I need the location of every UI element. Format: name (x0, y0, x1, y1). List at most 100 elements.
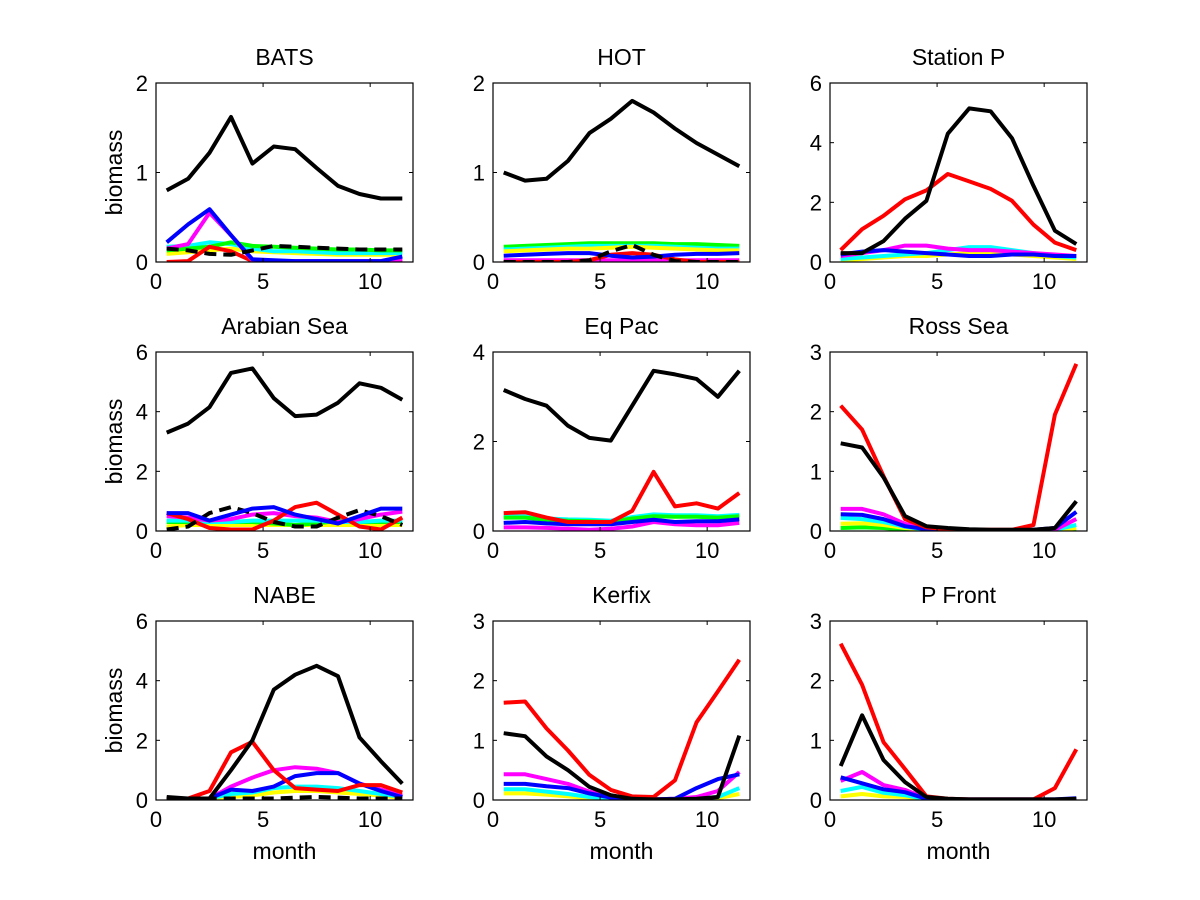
y-tick-label: 1 (473, 161, 485, 186)
y-tick-label: 2 (136, 459, 148, 484)
y-axis-label: biomass (101, 399, 127, 485)
series-line-black (502, 98, 741, 183)
subplot-title: Ross Sea (909, 313, 1009, 339)
subplot-nabe: 0 5 10 0 2 4 6 NABE biomass month (101, 582, 414, 864)
x-tick-label: 5 (594, 538, 606, 563)
series-line-black-dashed (166, 505, 404, 531)
y-tick-label: 1 (810, 728, 822, 753)
y-tick-label: 2 (473, 430, 485, 455)
series-line-red (503, 251, 740, 262)
y-tick-label: 6 (810, 71, 822, 96)
x-tick-label: 5 (931, 807, 943, 832)
y-tick-label: 0 (136, 250, 148, 275)
x-tick-label: 5 (257, 807, 269, 832)
axes-box (829, 351, 1088, 532)
x-tick-label: 10 (358, 269, 382, 294)
series-line-yellow (840, 792, 1077, 800)
x-tick-label: 10 (1032, 269, 1056, 294)
series-group (502, 368, 741, 531)
series-line-green (840, 525, 1077, 531)
series-line-cyan (840, 784, 1077, 800)
x-axis-label: month (590, 838, 654, 864)
series-line-magenta (503, 520, 740, 531)
plot-area (156, 621, 413, 800)
y-tick-label: 2 (473, 669, 485, 694)
series-line-green (503, 241, 740, 249)
series-line-red (503, 658, 741, 799)
subplot-title: Eq Pac (584, 313, 658, 339)
axes-box (829, 82, 1088, 263)
subplot-title: Kerfix (592, 582, 651, 608)
y-tick-label: 6 (136, 609, 148, 634)
series-line-red (166, 244, 403, 262)
x-axis-label: month (927, 838, 991, 864)
x-tick-label: 0 (150, 269, 162, 294)
y-tick-label: 0 (136, 788, 148, 813)
x-tick-label: 5 (257, 538, 269, 563)
series-line-blue (503, 251, 740, 260)
x-tick-label: 5 (931, 538, 943, 563)
series-line-black (502, 368, 741, 443)
subplot-ross-sea: 0 5 10 0 1 2 3 Ross Sea (810, 313, 1088, 563)
y-tick-label: 0 (810, 519, 822, 544)
subplot-p-front: 0 5 10 0 1 2 3 P Front month (810, 582, 1088, 864)
x-tick-label: 0 (150, 538, 162, 563)
series-line-black (165, 366, 404, 435)
series-line-black (840, 441, 1078, 531)
y-tick-label: 2 (136, 728, 148, 753)
x-tick-label: 0 (487, 538, 499, 563)
y-tick-label: 1 (136, 161, 148, 186)
series-line-green (503, 514, 740, 524)
series-line-black (503, 731, 742, 800)
x-tick-label: 0 (150, 807, 162, 832)
x-tick-label: 10 (695, 807, 719, 832)
x-tick-label: 10 (358, 807, 382, 832)
axes-box (492, 620, 751, 801)
y-tick-label: 6 (136, 340, 148, 365)
y-tick-label: 4 (136, 400, 148, 425)
subplot-title: Station P (912, 44, 1005, 70)
plot-area (493, 83, 750, 262)
subplot-kerfix: 0 5 10 0 1 2 3 Kerfix month (473, 582, 751, 864)
plot-area (830, 352, 1087, 531)
plot-area (493, 621, 750, 800)
series-group (166, 663, 404, 800)
y-tick-label: 1 (810, 459, 822, 484)
axes-box (155, 351, 414, 532)
series-line-blue (166, 505, 403, 526)
y-tick-label: 3 (473, 609, 485, 634)
y-tick-label: 3 (810, 609, 822, 634)
x-tick-label: 5 (594, 807, 606, 832)
subplot-station-p: 0 5 10 0 2 4 6 Station P (810, 44, 1088, 294)
subplot-title: Arabian Sea (221, 313, 348, 339)
x-tick-label: 10 (695, 269, 719, 294)
series-line-black (165, 115, 403, 201)
series-group (165, 115, 403, 262)
y-tick-label: 4 (473, 340, 485, 365)
series-group (165, 366, 404, 531)
series-line-red (166, 739, 403, 800)
y-tick-label: 2 (810, 190, 822, 215)
plot-area (156, 352, 413, 531)
x-tick-label: 0 (824, 807, 836, 832)
y-tick-label: 0 (473, 519, 485, 544)
series-group (502, 98, 741, 262)
series-line-cyan (166, 240, 403, 256)
subplot-title: NABE (253, 582, 316, 608)
subplot-title: P Front (921, 582, 997, 608)
y-tick-label: 0 (473, 250, 485, 275)
x-tick-label: 5 (931, 269, 943, 294)
series-line-black-dashed (166, 243, 403, 257)
y-tick-label: 4 (136, 669, 148, 694)
plot-area (493, 352, 750, 531)
series-line-red (503, 469, 741, 524)
x-tick-label: 10 (1032, 538, 1056, 563)
x-tick-label: 0 (487, 269, 499, 294)
y-tick-label: 0 (136, 519, 148, 544)
y-tick-label: 0 (473, 788, 485, 813)
subplot-bats: 0 5 10 0 1 2 BATS biomass (101, 44, 414, 294)
plot-area (156, 83, 413, 262)
subplot-arabian-sea: 0 5 10 0 2 4 6 Arabian Sea biomass (101, 313, 414, 563)
x-tick-label: 0 (824, 269, 836, 294)
